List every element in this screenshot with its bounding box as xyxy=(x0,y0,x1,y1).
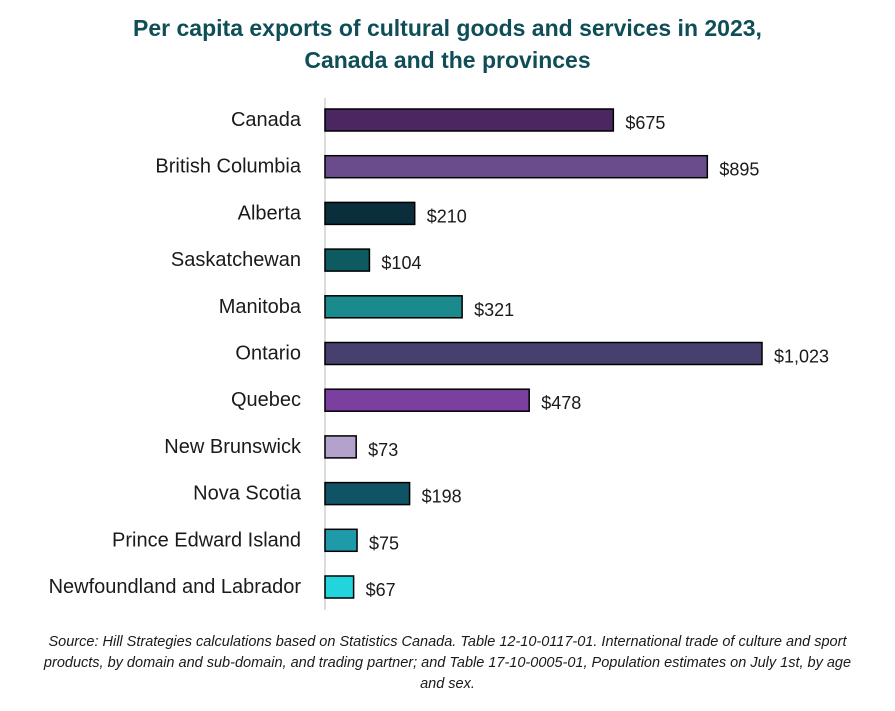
category-label: Quebec xyxy=(231,389,301,411)
value-label: $73 xyxy=(368,440,398,460)
category-label: Canada xyxy=(231,109,302,131)
bar xyxy=(324,341,763,366)
value-label: $675 xyxy=(625,113,665,133)
bar xyxy=(324,481,411,506)
bar xyxy=(324,201,416,226)
category-label: Newfoundland and Labrador xyxy=(49,576,302,598)
bar xyxy=(324,575,355,599)
value-label: $75 xyxy=(369,533,399,553)
value-label: $1,023 xyxy=(774,347,829,367)
bar xyxy=(324,108,615,132)
chart-title: Per capita exports of cultural goods and… xyxy=(0,12,895,76)
category-label: British Columbia xyxy=(155,156,301,178)
value-label: $104 xyxy=(381,253,421,273)
bar xyxy=(324,435,357,459)
value-label: $895 xyxy=(719,160,759,180)
category-label: Ontario xyxy=(235,343,301,365)
value-label: $321 xyxy=(474,300,514,320)
bar xyxy=(324,295,463,319)
category-label: Alberta xyxy=(238,202,302,224)
bar xyxy=(324,388,530,412)
bar xyxy=(324,528,358,553)
bar xyxy=(324,154,709,179)
category-label: Saskatchewan xyxy=(171,249,301,271)
bar xyxy=(324,248,371,272)
value-label: $67 xyxy=(366,580,396,600)
chart-title-line-1: Per capita exports of cultural goods and… xyxy=(133,15,762,41)
value-label: $198 xyxy=(422,487,462,507)
chart-title-line-2: Canada and the provinces xyxy=(304,47,591,73)
category-label: Manitoba xyxy=(219,296,302,318)
source-note: Source: Hill Strategies calculations bas… xyxy=(43,634,852,692)
value-label: $478 xyxy=(541,393,581,413)
category-label: New Brunswick xyxy=(164,436,302,458)
category-label: Nova Scotia xyxy=(193,483,302,505)
value-label: $210 xyxy=(427,206,467,226)
category-label: Prince Edward Island xyxy=(112,529,301,551)
bar-chart: Canada $675 British Columbia $895 Alberta $21… xyxy=(49,98,829,610)
